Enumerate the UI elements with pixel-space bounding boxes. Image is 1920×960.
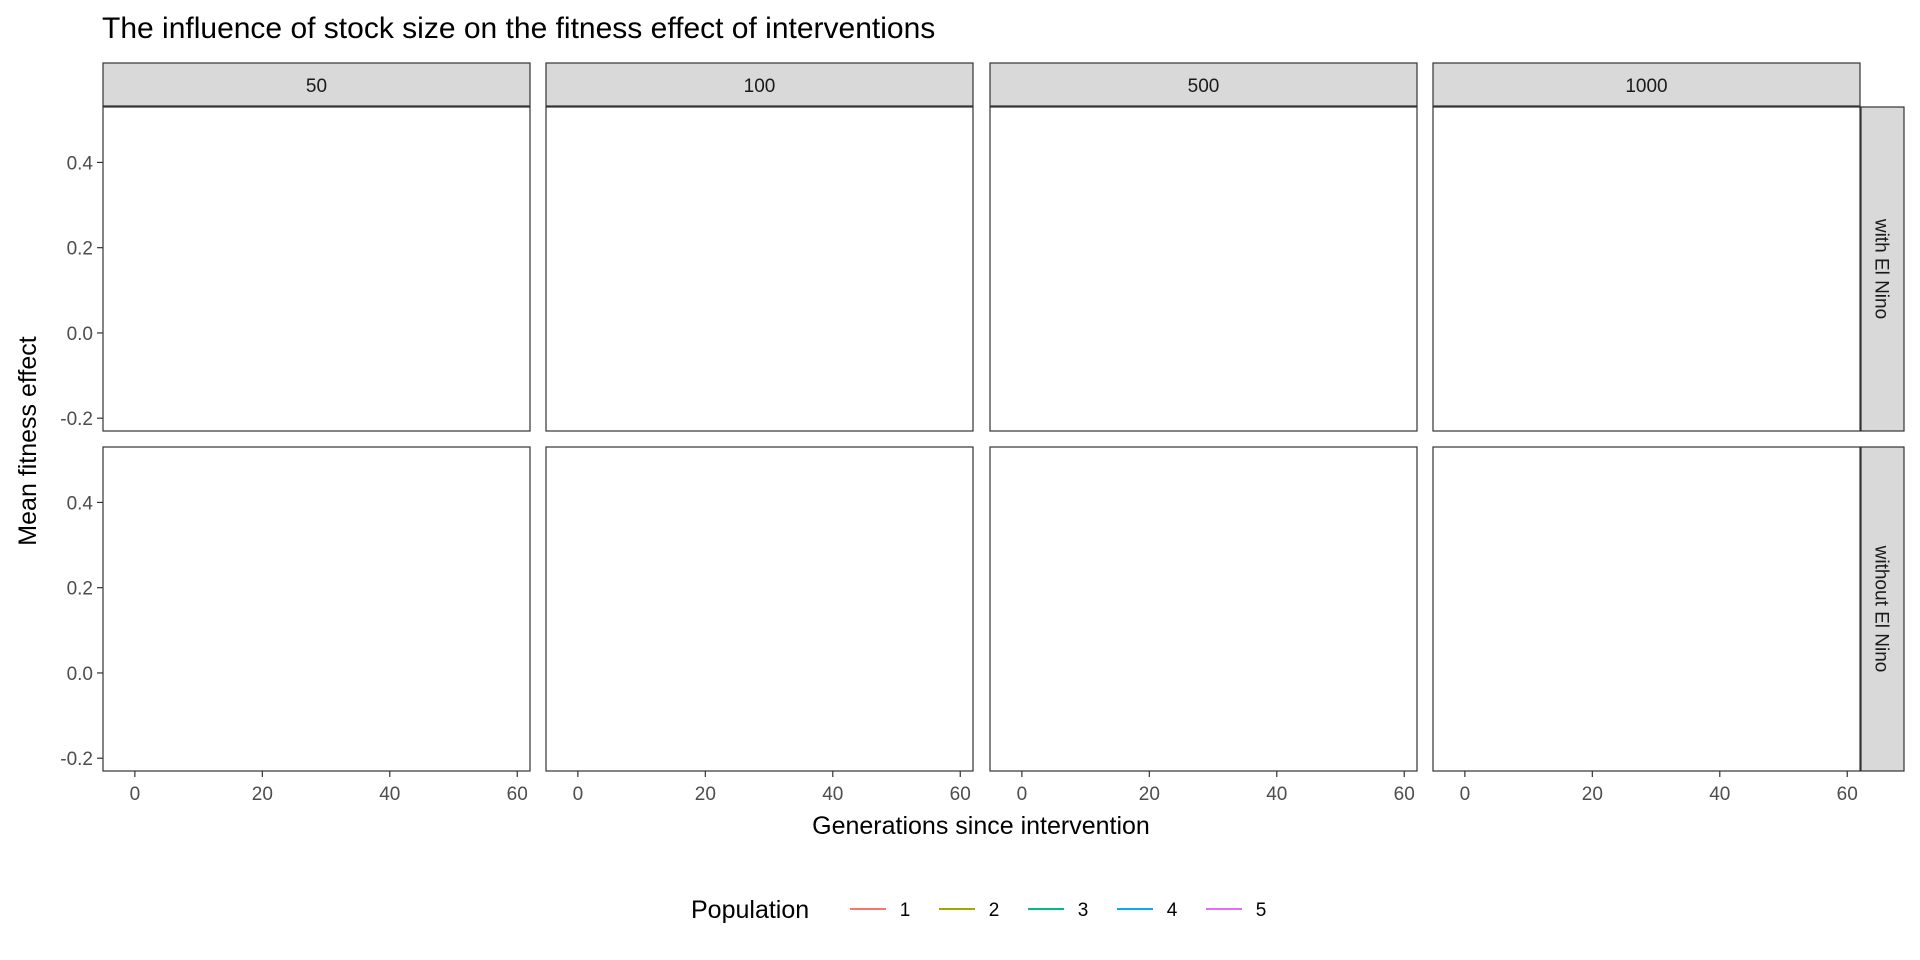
legend-label: 2: [989, 900, 1000, 921]
facet-label-col: 500: [1188, 76, 1220, 97]
x-tick-label: 60: [1837, 784, 1858, 805]
facet-strip-row: [1860, 446, 1905, 772]
panel-border: [102, 446, 531, 772]
legend-label: 3: [1078, 900, 1089, 921]
panel-border: [1432, 446, 1861, 772]
x-tick-label: 40: [379, 784, 400, 805]
x-tick-label: 60: [507, 784, 528, 805]
legend-title: Population: [691, 896, 809, 924]
y-tick-label: -0.2: [60, 749, 93, 770]
facet-panel: [989, 446, 1418, 772]
y-tick-label: 0.4: [67, 493, 94, 514]
x-tick-label: 0: [573, 784, 584, 805]
facet-panel: [545, 106, 974, 432]
y-tick-label: 0.2: [67, 579, 93, 600]
panel-border: [545, 106, 974, 432]
facet-strip-row: [1860, 106, 1905, 432]
x-tick-label: 20: [1139, 784, 1160, 805]
legend: Population 1 2 3 4 5: [691, 896, 1266, 924]
x-tick-label: 0: [1460, 784, 1471, 805]
y-tick-label: 0.0: [67, 664, 93, 685]
facet-strip-col: [102, 62, 531, 107]
facet-panel: [545, 446, 974, 772]
facet-label-col: 1000: [1625, 76, 1667, 97]
facet-strip-col: [545, 62, 974, 107]
x-tick-label: 20: [695, 784, 716, 805]
facet-panel: [102, 106, 531, 432]
x-tick-label: 40: [822, 784, 843, 805]
y-tick-label: 0.0: [67, 324, 93, 345]
x-tick-label: 0: [130, 784, 141, 805]
x-tick-label: 40: [1709, 784, 1730, 805]
x-tick-label: 0: [1017, 784, 1028, 805]
x-tick-label: 20: [252, 784, 273, 805]
facet-strip-col: [1432, 62, 1861, 107]
panel-border: [989, 106, 1418, 432]
facet-strip-col: [989, 62, 1418, 107]
facet-label-row: without El Nino: [1871, 545, 1892, 673]
panel-border: [1432, 106, 1861, 432]
x-tick-label: 40: [1266, 784, 1287, 805]
facet-panel: [102, 446, 531, 772]
facet-panel: [1432, 446, 1861, 772]
x-tick-label: 60: [950, 784, 971, 805]
chart-title: The influence of stock size on the fitne…: [102, 12, 935, 45]
facet-label-col: 50: [306, 76, 327, 97]
facet-panel: [989, 106, 1418, 432]
facet-panel: [1432, 106, 1861, 432]
x-tick-label: 60: [1394, 784, 1415, 805]
y-tick-label: -0.2: [60, 409, 93, 430]
y-axis-title: Mean fitness effect: [14, 336, 42, 545]
legend-label: 1: [900, 900, 911, 921]
y-tick-label: 0.4: [67, 153, 94, 174]
panel-border: [989, 446, 1418, 772]
x-axis-title: Generations since intervention: [812, 812, 1150, 840]
axes: -0.2 0.0 0.2 0.4 -0.2 0.0 0.2 0.4 0 20 40 60 0 20 40 60…: [60, 153, 1858, 805]
facet-panels: 50 100 500 1000 with El Nino without El Nino: [102, 62, 1905, 772]
facet-label-row: with El Nino: [1871, 218, 1892, 319]
facet-label-col: 100: [744, 76, 776, 97]
y-tick-label: 0.2: [67, 239, 93, 260]
panel-border: [102, 106, 531, 432]
x-tick-label: 20: [1582, 784, 1603, 805]
legend-label: 4: [1167, 900, 1178, 921]
legend-label: 5: [1256, 900, 1267, 921]
panel-border: [545, 446, 974, 772]
